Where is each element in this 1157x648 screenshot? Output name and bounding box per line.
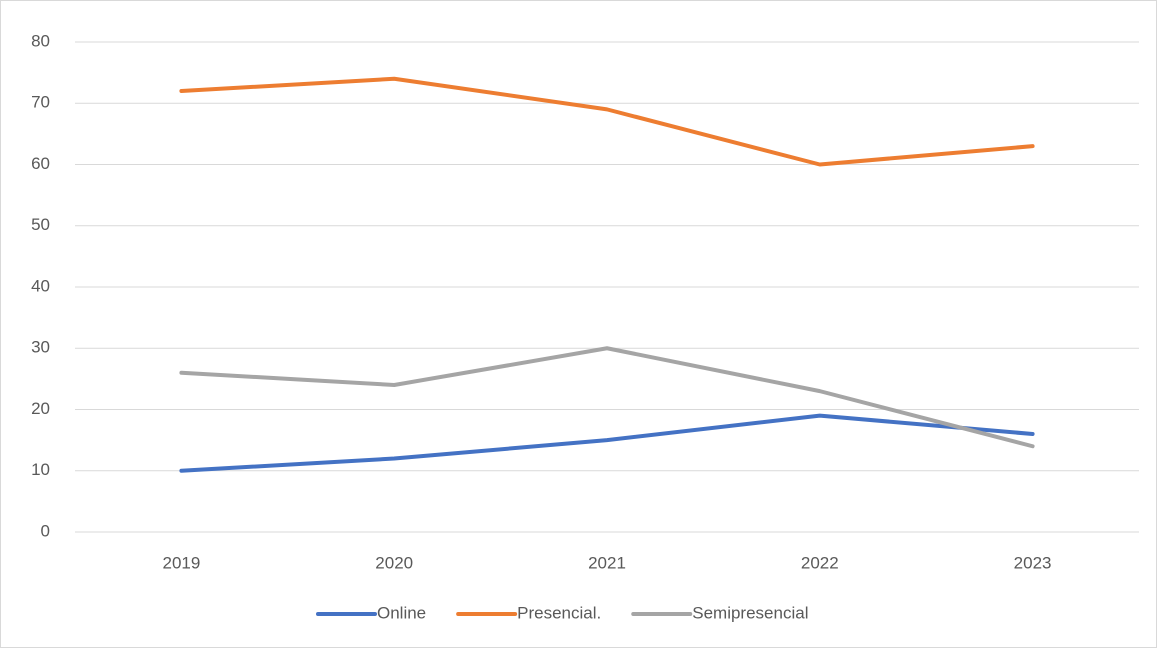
y-tick-label: 50 <box>31 215 50 234</box>
y-tick-label: 0 <box>41 521 50 540</box>
series-line <box>179 76 1035 167</box>
x-tick-label: 2019 <box>162 553 200 572</box>
y-tick-label: 40 <box>31 276 50 295</box>
series-line <box>179 413 1035 473</box>
y-tick-label: 30 <box>31 338 50 357</box>
y-tick-label: 60 <box>31 154 50 173</box>
legend-label: Online <box>377 603 426 622</box>
x-tick-label: 2023 <box>1014 553 1052 572</box>
y-tick-label: 10 <box>31 460 50 479</box>
x-tick-label: 2021 <box>588 553 626 572</box>
y-tick-label: 80 <box>31 31 50 50</box>
series-line <box>179 346 1035 449</box>
x-tick-label: 2022 <box>801 553 839 572</box>
y-tick-label: 70 <box>31 93 50 112</box>
legend-label: Semipresencial <box>692 603 808 622</box>
x-tick-label: 2020 <box>375 553 413 572</box>
y-tick-label: 20 <box>31 399 50 418</box>
legend-label: Presencial. <box>517 603 601 622</box>
